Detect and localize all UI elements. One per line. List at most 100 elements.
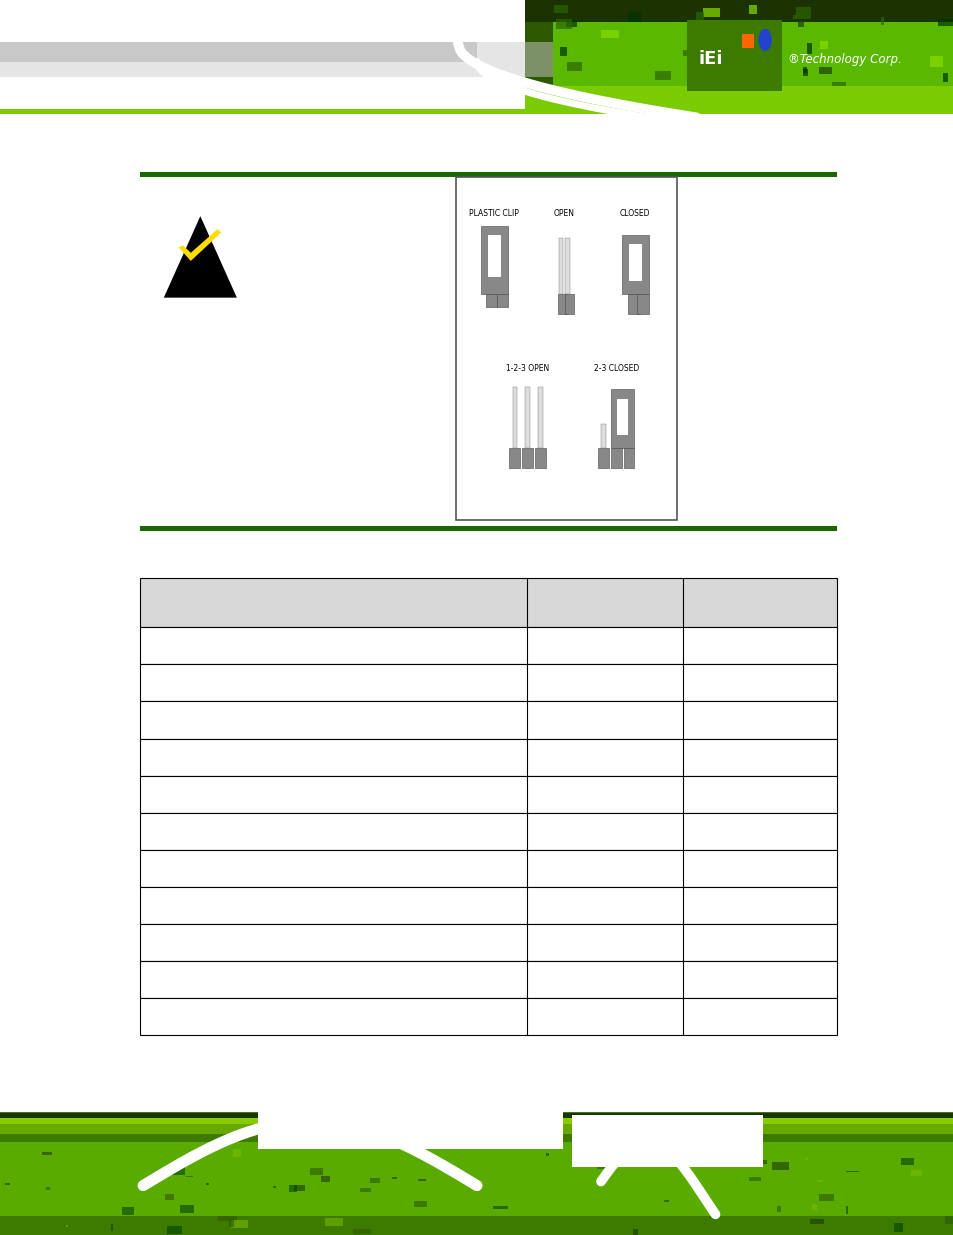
- Bar: [66, 1225, 69, 1226]
- Bar: [553, 12, 953, 103]
- Bar: [627, 11, 640, 22]
- Bar: [816, 1181, 821, 1182]
- Bar: [802, 69, 807, 75]
- Bar: [140, 701, 836, 739]
- Bar: [257, 1112, 562, 1149]
- Bar: [167, 1226, 182, 1234]
- Bar: [600, 30, 618, 38]
- Bar: [169, 1166, 185, 1174]
- Bar: [618, 95, 630, 101]
- Bar: [274, 1186, 275, 1188]
- Bar: [806, 43, 811, 54]
- Bar: [140, 776, 836, 813]
- Bar: [353, 1229, 371, 1234]
- Bar: [111, 1224, 113, 1231]
- Bar: [456, 177, 677, 520]
- Bar: [598, 448, 608, 468]
- Bar: [233, 1149, 241, 1157]
- Text: ®Technology Corp.: ®Technology Corp.: [787, 53, 901, 65]
- Bar: [881, 17, 883, 25]
- Bar: [535, 448, 545, 468]
- Bar: [46, 1187, 51, 1189]
- Bar: [558, 294, 567, 314]
- Bar: [140, 887, 836, 924]
- Bar: [0, 1142, 953, 1216]
- Bar: [637, 269, 642, 294]
- Bar: [749, 5, 756, 14]
- Bar: [524, 86, 953, 109]
- Bar: [610, 448, 621, 468]
- Bar: [655, 70, 671, 80]
- Bar: [140, 924, 836, 961]
- Bar: [831, 83, 845, 90]
- Bar: [512, 387, 517, 448]
- Bar: [596, 94, 611, 100]
- Bar: [553, 5, 568, 14]
- Bar: [0, 109, 953, 114]
- Bar: [545, 1152, 549, 1156]
- Bar: [700, 74, 719, 80]
- Bar: [626, 424, 631, 448]
- Bar: [565, 238, 569, 294]
- Bar: [186, 1176, 193, 1177]
- Bar: [414, 1200, 427, 1207]
- Bar: [486, 294, 497, 308]
- Bar: [325, 1218, 343, 1226]
- Bar: [943, 1216, 953, 1224]
- Bar: [566, 62, 581, 72]
- Bar: [0, 1114, 953, 1124]
- Bar: [206, 1183, 209, 1186]
- Bar: [0, 1112, 953, 1235]
- Bar: [0, 42, 476, 62]
- Bar: [140, 578, 836, 627]
- Bar: [140, 998, 836, 1035]
- Bar: [776, 1205, 781, 1213]
- Bar: [682, 49, 699, 56]
- Bar: [636, 294, 648, 314]
- Bar: [565, 20, 577, 27]
- Bar: [559, 47, 566, 57]
- Bar: [709, 1213, 714, 1215]
- Bar: [696, 73, 709, 77]
- Bar: [521, 448, 533, 468]
- Bar: [509, 448, 519, 468]
- Bar: [487, 235, 500, 277]
- Bar: [759, 1160, 766, 1163]
- Bar: [492, 1205, 508, 1209]
- Bar: [792, 15, 797, 20]
- Bar: [818, 1194, 833, 1200]
- Bar: [229, 1219, 233, 1228]
- Bar: [5, 1183, 10, 1184]
- Polygon shape: [178, 230, 221, 261]
- Bar: [524, 0, 953, 22]
- Bar: [321, 1176, 329, 1182]
- Bar: [731, 88, 742, 94]
- Text: CLOSED: CLOSED: [619, 209, 650, 219]
- Bar: [628, 245, 641, 280]
- Bar: [0, 42, 553, 77]
- Bar: [845, 1171, 859, 1172]
- Bar: [818, 67, 831, 74]
- Bar: [140, 813, 836, 850]
- Bar: [893, 1224, 902, 1231]
- Bar: [572, 1115, 762, 1167]
- Bar: [644, 91, 653, 95]
- Bar: [929, 56, 942, 67]
- Bar: [180, 1205, 193, 1213]
- Bar: [623, 448, 634, 468]
- Bar: [845, 1205, 847, 1214]
- Bar: [836, 90, 858, 100]
- Bar: [0, 1113, 953, 1118]
- Bar: [820, 41, 827, 49]
- Bar: [663, 1199, 668, 1202]
- Bar: [360, 1188, 371, 1192]
- Bar: [702, 9, 720, 17]
- Bar: [140, 526, 836, 531]
- Bar: [140, 664, 836, 701]
- Bar: [771, 1162, 788, 1170]
- Text: 2-3 CLOSED: 2-3 CLOSED: [593, 363, 639, 373]
- Bar: [802, 67, 806, 73]
- Bar: [656, 95, 672, 99]
- Bar: [597, 1166, 610, 1170]
- Bar: [0, 1124, 953, 1134]
